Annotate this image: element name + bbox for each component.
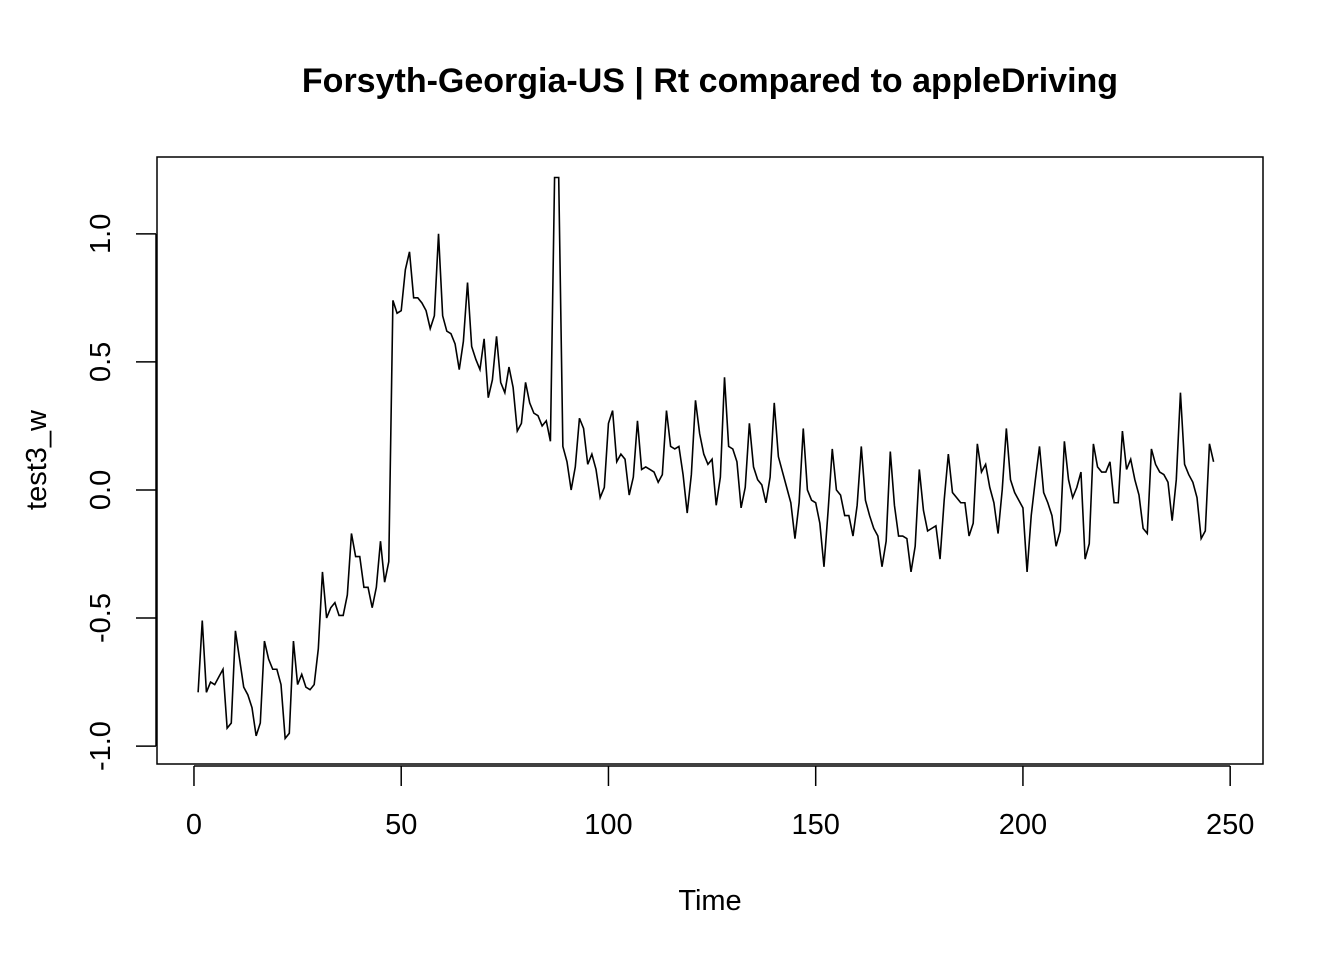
y-tick-label: 0.5 xyxy=(85,342,117,382)
x-tick-label: 250 xyxy=(1206,809,1254,841)
x-tick-label: 100 xyxy=(584,809,632,841)
y-axis: -1.0 -0.5 0.0 0.5 1.0 xyxy=(85,214,157,771)
series-layer xyxy=(197,176,1215,741)
y-axis-label: test3_w xyxy=(21,409,53,510)
x-tick-label: 50 xyxy=(385,809,417,841)
y-tick-label: -1.0 xyxy=(85,721,117,771)
series-line-1 xyxy=(197,176,1215,741)
x-tick-label: 200 xyxy=(999,809,1047,841)
x-axis-label: Time xyxy=(678,885,741,917)
x-tick-label: 150 xyxy=(791,809,839,841)
plot-frame xyxy=(156,156,1264,765)
x-axis: 0 50 100 150 200 250 xyxy=(186,765,1254,841)
y-tick-label: 0.0 xyxy=(85,470,117,510)
y-tick-label: 1.0 xyxy=(85,214,117,254)
y-tick-label: -0.5 xyxy=(85,593,117,643)
x-tick-label: 0 xyxy=(186,809,202,841)
chart-title: Forsyth-Georgia-US | Rt compared to appl… xyxy=(302,62,1118,100)
